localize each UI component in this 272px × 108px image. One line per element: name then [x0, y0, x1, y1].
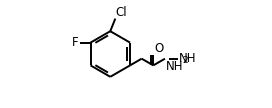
Text: NH: NH — [166, 60, 183, 73]
Text: 2: 2 — [183, 56, 188, 65]
Text: O: O — [154, 42, 163, 55]
Text: Cl: Cl — [115, 6, 127, 19]
Text: F: F — [72, 36, 78, 48]
Text: NH: NH — [179, 52, 196, 65]
